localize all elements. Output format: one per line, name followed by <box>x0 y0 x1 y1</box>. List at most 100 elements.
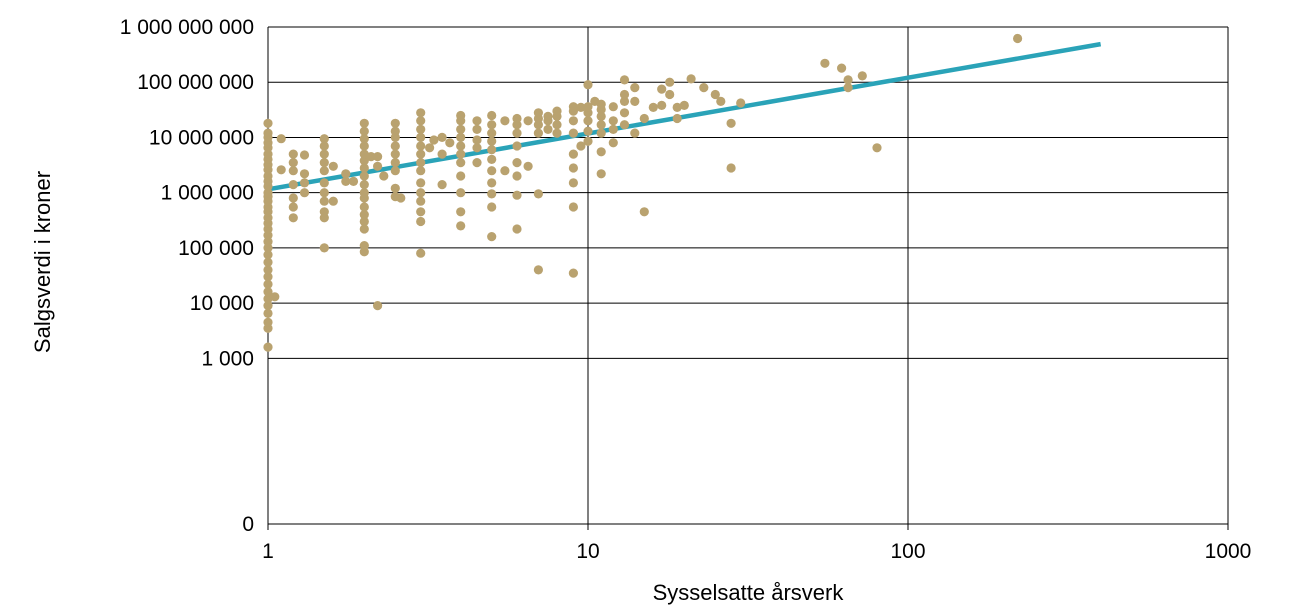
data-point <box>487 166 497 176</box>
data-point <box>390 149 400 159</box>
data-point <box>359 163 369 173</box>
data-point <box>341 176 351 186</box>
data-point <box>837 63 847 73</box>
data-point <box>359 210 369 220</box>
data-point <box>843 75 853 85</box>
data-point <box>456 132 466 142</box>
data-point <box>299 150 310 160</box>
data-point <box>679 100 689 110</box>
data-point <box>456 149 466 159</box>
data-point <box>263 308 273 318</box>
data-point <box>487 178 497 188</box>
data-point <box>456 207 466 217</box>
data-point <box>359 224 369 234</box>
data-point <box>319 188 329 198</box>
grid-lines <box>267 26 1229 530</box>
data-point <box>568 102 579 112</box>
data-point <box>726 118 736 128</box>
data-point <box>456 158 466 168</box>
data-point <box>263 128 273 138</box>
y-axis-title: Salgsverdi i kroner <box>30 171 55 353</box>
data-point <box>416 132 426 142</box>
data-point <box>319 166 329 176</box>
data-point <box>583 136 593 146</box>
data-point <box>288 149 298 159</box>
data-point <box>379 171 389 181</box>
data-point <box>319 134 329 144</box>
data-point <box>736 98 746 108</box>
data-point <box>456 110 466 121</box>
data-point <box>341 169 351 179</box>
trendline <box>267 41 1102 192</box>
data-point <box>596 111 606 121</box>
data-point <box>319 196 329 206</box>
data-point <box>512 141 522 151</box>
data-point <box>390 126 400 136</box>
data-point <box>416 124 426 134</box>
data-point <box>366 152 376 162</box>
data-point <box>568 178 579 188</box>
data-point <box>390 118 400 128</box>
data-point <box>543 124 553 134</box>
data-point <box>523 116 533 126</box>
data-point <box>263 118 273 128</box>
data-point <box>456 221 466 231</box>
data-point <box>472 116 482 126</box>
data-point <box>456 188 466 198</box>
data-point <box>288 180 298 190</box>
data-point <box>487 145 497 155</box>
data-point <box>359 188 369 198</box>
data-point <box>263 237 273 247</box>
data-point <box>630 128 640 138</box>
data-point <box>710 89 720 100</box>
data-point <box>500 116 510 126</box>
data-point <box>500 166 510 176</box>
data-point <box>416 158 426 168</box>
data-point <box>596 99 606 109</box>
data-point <box>596 128 606 138</box>
data-point <box>1013 33 1023 44</box>
x-axis-title: Sysselsatte årsverk <box>653 580 845 605</box>
data-point <box>263 272 273 282</box>
data-point <box>263 317 273 327</box>
data-point <box>552 128 562 138</box>
data-point <box>425 143 435 153</box>
data-point <box>672 113 682 124</box>
data-point <box>820 58 830 68</box>
data-point <box>416 188 426 198</box>
data-point <box>568 268 579 278</box>
y-tick-label: 100 000 000 <box>137 71 254 94</box>
data-point <box>429 135 439 145</box>
data-point <box>487 202 497 212</box>
data-point <box>552 120 562 130</box>
data-point <box>533 128 544 138</box>
data-point <box>390 166 400 176</box>
data-point <box>512 113 522 124</box>
data-point <box>472 158 482 168</box>
data-point <box>472 135 482 145</box>
data-point <box>512 128 522 138</box>
data-point <box>263 149 273 159</box>
data-point <box>437 132 447 142</box>
data-point <box>648 102 658 112</box>
data-point <box>359 241 369 251</box>
data-point <box>456 141 466 151</box>
data-point <box>263 287 273 297</box>
data-point <box>263 250 273 260</box>
data-point <box>319 178 329 188</box>
data-point <box>857 71 867 81</box>
y-tick-label: 10 000 000 <box>149 126 254 149</box>
data-point <box>512 171 522 181</box>
y-tick-label: 1 000 000 000 <box>120 16 254 39</box>
data-point <box>263 301 273 311</box>
data-point <box>319 207 329 217</box>
data-point <box>568 116 579 126</box>
data-point <box>263 257 273 267</box>
data-point <box>487 120 497 130</box>
data-point <box>263 279 273 289</box>
data-point <box>568 202 579 212</box>
data-point <box>596 120 606 130</box>
data-point <box>299 169 310 179</box>
data-point <box>657 84 667 94</box>
data-point <box>319 149 329 159</box>
